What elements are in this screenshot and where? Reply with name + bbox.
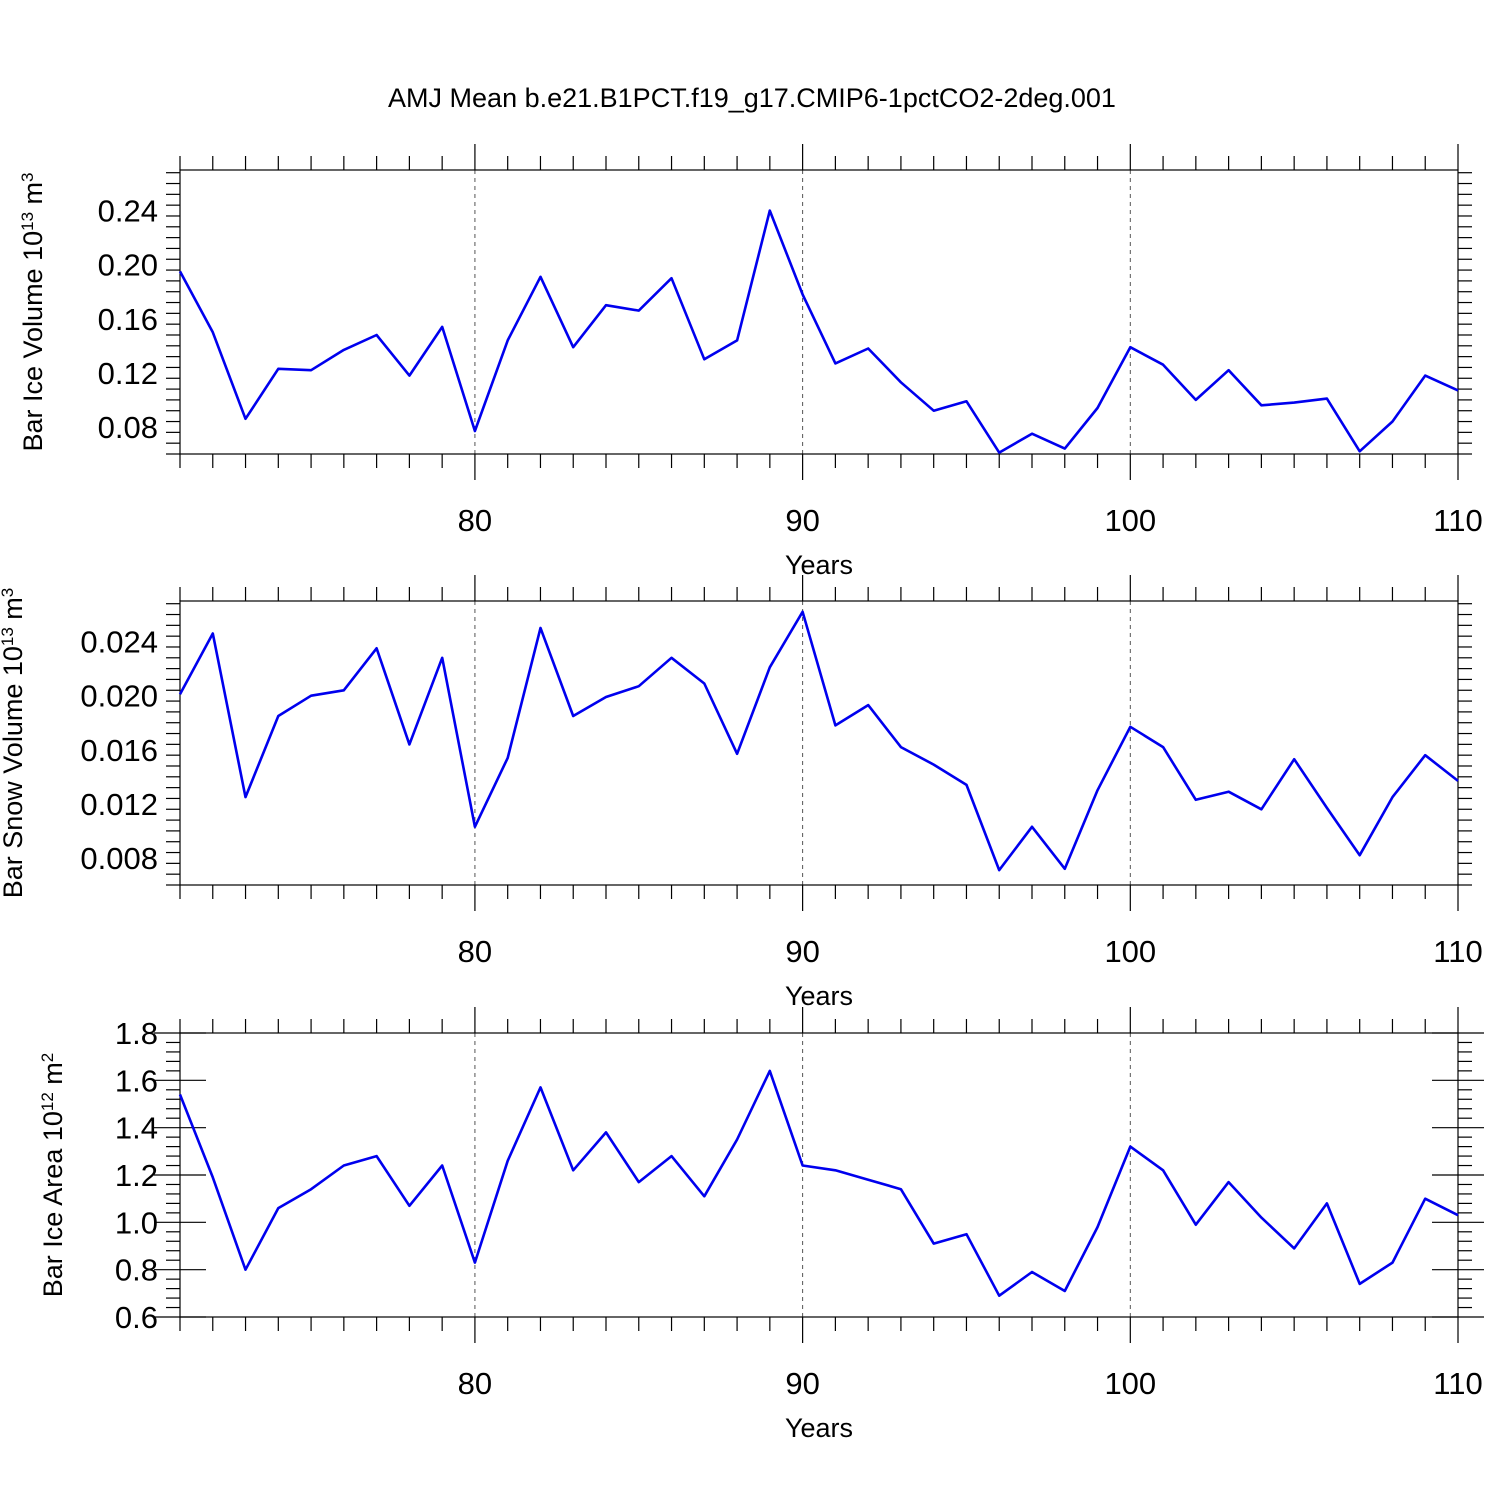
x-tick-label: 100 [1104, 934, 1156, 969]
plot-frame [179, 169, 1459, 455]
panel-snow-volume: 80 90 100 110 0.008 0.012 0.016 0.020 0.024 Years… [0, 575, 1483, 1011]
y-tick-label: 0.12 [98, 356, 158, 391]
x-tick-label: 110 [1433, 503, 1482, 538]
y-tick-label: 0.6 [115, 1300, 158, 1335]
x-tick-label: 110 [1433, 934, 1482, 969]
x-axis-label: Years [785, 981, 853, 1011]
figure-title: AMJ Mean b.e21.B1PCT.f19_g17.CMIP6-1pctC… [388, 83, 1116, 113]
y-tick-label: 0.024 [80, 625, 158, 660]
y-axis-label-superscript: 2 [38, 1053, 57, 1062]
y-axis-label: Bar Ice Volume 1013 m3 [18, 172, 49, 451]
y-axis-label-part: Bar Ice Volume 10 [18, 231, 48, 452]
series-line [178, 1069, 1459, 1297]
series-line [178, 209, 1459, 454]
x-tick-label: 110 [1433, 1366, 1482, 1401]
panel-ice-area: 80 90 100 110 0.6 0.8 1.0 1.2 1.4 1.6 1.8 Years Bar … [38, 1007, 1484, 1443]
x-axis-label: Years [785, 550, 853, 580]
y-tick-label: 1.8 [115, 1016, 158, 1051]
y-axis-label-part: m [0, 597, 28, 627]
y-tick-label: 0.20 [98, 248, 158, 283]
x-tick-label: 90 [785, 934, 819, 969]
y-axis-label-part: Bar Ice Area 10 [38, 1111, 68, 1297]
y-axis-label: Bar Ice Area 1012 m2 [38, 1053, 69, 1298]
y-tick-label: 0.16 [98, 302, 158, 337]
y-tick-label: 1.0 [115, 1205, 158, 1240]
x-tick-label: 100 [1104, 503, 1156, 538]
y-tick-label: 0.008 [80, 841, 158, 876]
y-axis-label-superscript: 12 [38, 1092, 57, 1111]
y-axis-label-part: m [38, 1062, 68, 1092]
y-axis-label-superscript: 13 [0, 627, 17, 646]
panel-ice-volume: 80 90 100 110 0.08 0.12 0.16 0.20 0.24 Years Bar I… [18, 144, 1483, 580]
plot-frame [179, 600, 1459, 886]
y-tick-label: 1.2 [115, 1158, 158, 1193]
x-tick-label: 80 [458, 1366, 492, 1401]
y-tick-label: 0.24 [98, 194, 158, 229]
y-axis-label-part: Bar Snow Volume 10 [0, 646, 28, 898]
x-tick-label: 90 [785, 503, 819, 538]
y-axis-label-superscript: 3 [0, 588, 17, 597]
y-tick-label: 1.4 [115, 1111, 158, 1146]
x-tick-label: 80 [458, 503, 492, 538]
y-tick-label: 0.8 [115, 1253, 158, 1288]
y-axis-label-superscript: 3 [18, 172, 37, 181]
y-axis-label-superscript: 13 [18, 212, 37, 231]
y-axis-label-part: m [18, 182, 48, 212]
series-line [178, 610, 1459, 872]
plot-frame [179, 1032, 1459, 1318]
y-tick-label: 0.012 [80, 787, 158, 822]
y-tick-label: 0.020 [80, 679, 158, 714]
x-axis-label: Years [785, 1413, 853, 1443]
y-tick-label: 0.016 [80, 733, 158, 768]
y-tick-label: 1.6 [115, 1063, 158, 1098]
x-tick-label: 100 [1104, 1366, 1156, 1401]
x-tick-label: 90 [785, 1366, 819, 1401]
x-tick-label: 80 [458, 934, 492, 969]
y-tick-label: 0.08 [98, 410, 158, 445]
y-axis-label: Bar Snow Volume 1013 m3 [0, 588, 28, 899]
